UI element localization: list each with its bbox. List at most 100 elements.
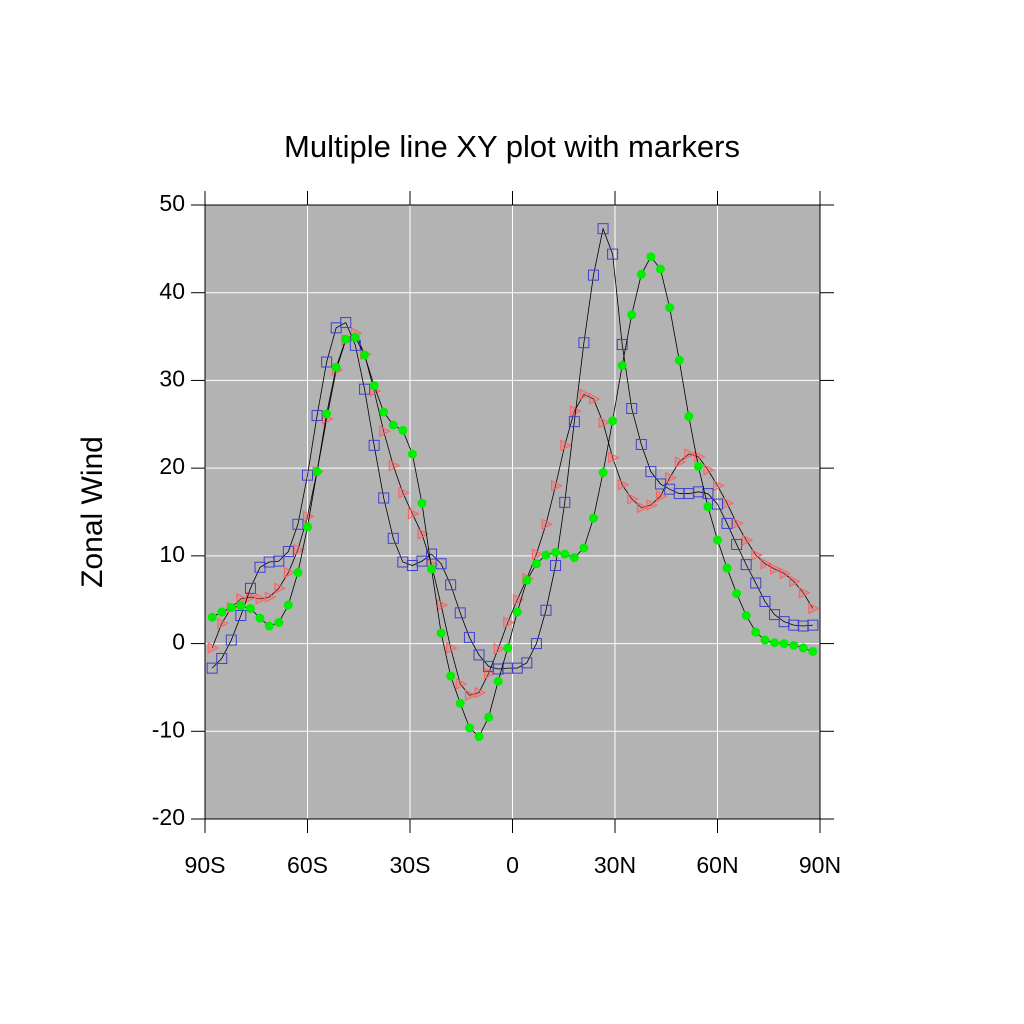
marker (359, 383, 371, 395)
marker (283, 566, 296, 579)
marker (521, 657, 533, 669)
marker (493, 676, 503, 686)
series-line (211, 332, 814, 696)
y-tick-label: 20 (159, 453, 185, 479)
marker (568, 416, 580, 428)
marker (703, 502, 713, 512)
marker (407, 507, 420, 520)
marker (311, 410, 323, 422)
marker (530, 638, 542, 650)
marker (273, 555, 285, 567)
marker (798, 643, 808, 653)
x-tick-label: 0 (506, 852, 519, 878)
marker (636, 501, 649, 514)
marker (645, 466, 657, 478)
marker (798, 586, 811, 599)
marker (684, 411, 694, 421)
marker (779, 639, 789, 649)
marker (702, 488, 714, 500)
marker (759, 595, 771, 607)
marker (398, 486, 410, 499)
marker (484, 712, 494, 722)
series-line (211, 256, 813, 738)
marker (455, 698, 465, 708)
x-tick-label: 90N (799, 852, 841, 878)
marker (635, 438, 647, 450)
marker (217, 607, 227, 617)
marker (626, 402, 638, 414)
y-tick-label: 30 (159, 366, 185, 392)
marker (207, 612, 217, 622)
marker (226, 603, 236, 613)
marker (446, 671, 456, 681)
marker (387, 532, 399, 544)
marker (274, 618, 284, 628)
marker (760, 557, 773, 570)
marker (751, 627, 761, 637)
marker (454, 607, 466, 619)
marker (531, 548, 544, 560)
marker (674, 355, 684, 365)
marker (560, 549, 570, 559)
marker (436, 628, 446, 638)
marker (540, 604, 552, 616)
x-tick-label: 60S (287, 852, 328, 878)
marker (217, 617, 229, 630)
marker (350, 332, 360, 342)
marker (751, 549, 763, 561)
y-tick-label: 50 (159, 190, 185, 216)
marker (503, 616, 515, 629)
marker (703, 464, 716, 476)
marker (588, 393, 601, 405)
y-axis-label: Zonal Wind (76, 436, 109, 588)
marker (427, 564, 437, 574)
marker (207, 642, 220, 654)
marker (283, 600, 293, 610)
marker (769, 609, 781, 621)
marker (789, 640, 799, 650)
marker (255, 613, 265, 623)
marker (446, 642, 458, 654)
marker (617, 478, 630, 491)
marker (445, 579, 457, 591)
marker (732, 517, 744, 530)
marker (225, 634, 237, 646)
marker (474, 686, 487, 699)
marker (646, 252, 656, 262)
marker (236, 601, 246, 611)
marker (732, 589, 742, 599)
marker (741, 534, 754, 546)
marker (731, 538, 743, 550)
marker (321, 356, 333, 368)
marker (512, 607, 522, 617)
marker (303, 522, 312, 532)
marker (721, 517, 733, 529)
marker (388, 459, 401, 472)
marker (360, 350, 370, 360)
marker (655, 490, 668, 503)
marker (740, 559, 752, 571)
marker (388, 420, 398, 430)
marker (379, 407, 389, 417)
marker (236, 593, 248, 605)
marker (579, 388, 592, 401)
marker (807, 619, 819, 631)
marker (550, 560, 562, 572)
marker (627, 310, 637, 320)
marker (322, 409, 332, 419)
marker (245, 591, 258, 603)
marker (340, 317, 352, 329)
marker (302, 469, 313, 481)
marker (255, 593, 268, 605)
marker (293, 568, 303, 578)
marker (235, 610, 247, 622)
marker (531, 559, 541, 569)
marker (463, 631, 475, 643)
marker (512, 593, 525, 606)
marker (541, 550, 551, 560)
marker (416, 555, 428, 567)
marker (417, 528, 430, 540)
marker (293, 543, 306, 556)
marker (378, 492, 390, 504)
